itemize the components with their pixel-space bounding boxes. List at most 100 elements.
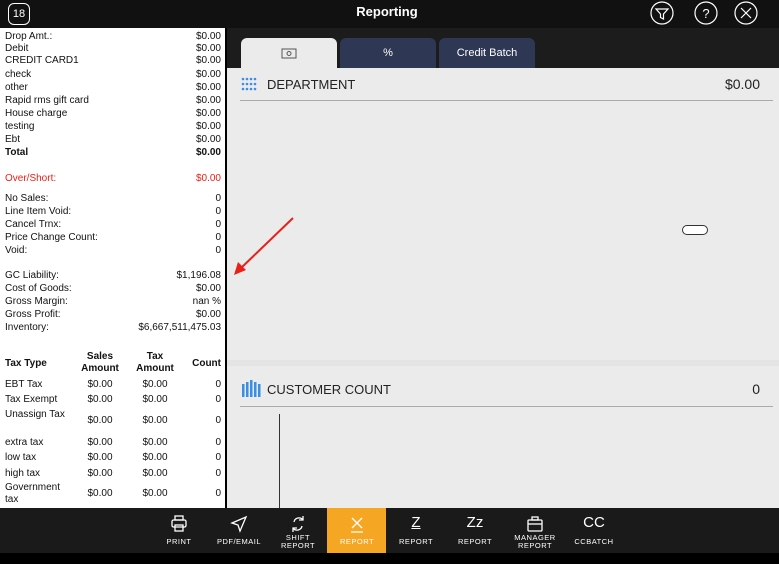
toolbar-button[interactable]: REPORT [457,537,493,546]
row-value: 0 [215,193,221,204]
table-cell: 0 [215,415,221,426]
table-cell: $0.00 [142,437,168,448]
toolbar-glyph: CC [583,514,605,531]
row-label: CREDIT CARD1 [5,55,79,66]
row-label: Cancel Trnx: [5,219,62,230]
tab-cash[interactable] [241,38,337,68]
toolbar-button[interactable]: MANAGER REPORT [514,533,556,550]
panel-title: DEPARTMENT [267,77,356,92]
row-value: $1,196.08 [176,270,222,281]
row-value: $0.00 [195,173,221,184]
table-cell: $0.00 [142,468,168,479]
badge[interactable]: 18 [8,3,30,25]
table-cell: $0.00 [87,394,113,405]
row-value: $0.00 [195,95,221,106]
table-cell: $0.00 [142,488,168,499]
svg-text:?: ? [702,6,709,21]
row-label: Total [5,147,29,158]
row-value: $0.00 [195,283,221,294]
close-button[interactable] [734,1,758,25]
table-cell: $0.00 [87,468,113,479]
table-cell: extra tax [5,437,44,448]
row-value: $0.00 [195,55,221,66]
divider [240,100,773,101]
row-value: $0.00 [195,31,221,42]
row-value: $0.00 [195,309,221,320]
help-button[interactable] [694,1,718,25]
row-value: nan % [192,296,221,307]
row-value: 0 [215,245,221,256]
toolbar-icon [230,515,248,533]
table-cell: $0.00 [87,379,113,390]
column-header: Tax Amount [136,351,174,374]
row-label: Rapid rms gift card [5,95,89,106]
table-cell: EBT Tax [5,379,43,390]
row-value: $0.00 [195,69,221,80]
row-value: $6,667,511,475.03 [138,322,221,333]
table-cell: high tax [5,468,41,479]
panel-title: CUSTOMER COUNT [267,382,391,397]
annotation-arrow [234,217,294,275]
table-cell: 0 [215,488,221,499]
toolbar-glyph: Z [411,514,421,531]
toolbar-button[interactable]: PRINT [166,537,192,546]
toolbar-button[interactable]: REPORT [339,537,375,546]
toolbar-button[interactable]: CCBATCH [574,537,614,546]
row-label: Gross Margin: [5,296,68,307]
row-label: GC Liability: [5,270,59,281]
row-label: Over/Short: [5,173,57,184]
table-cell: low tax [5,452,37,463]
row-value: $0.00 [195,134,221,145]
panel-value: 0 [752,381,760,397]
row-value: 0 [215,206,221,217]
title: Reporting [356,4,418,19]
toolbar-icon [351,517,363,533]
row-label: Cost of Goods: [5,283,72,294]
toolbar-button[interactable]: REPORT [398,537,434,546]
filter-button[interactable] [650,1,674,25]
row-value: $0.00 [195,121,221,132]
row-label: Line Item Void: [5,206,72,217]
table-cell: $0.00 [142,379,168,390]
row-value: $0.00 [195,43,221,54]
toolbar-button[interactable]: PDF/EMAIL [216,537,262,546]
table-cell: $0.00 [142,452,168,463]
toolbar-button[interactable]: SHIFT REPORT [280,533,316,550]
table-cell: $0.00 [87,437,113,448]
row-label: check [5,69,32,80]
column-header: Sales Amount [81,351,119,374]
active-button [327,508,386,553]
table-cell: 0 [215,379,221,390]
table-cell: 0 [215,468,221,479]
toolbar-icon [292,516,304,532]
table-cell: Tax Exempt [5,394,58,405]
row-value: $0.00 [195,147,221,158]
row-label: Void: [5,245,28,256]
tab[interactable]: % [340,38,436,68]
row-value: $0.00 [195,108,221,119]
toolbar-icon [171,515,187,532]
table-cell: $0.00 [87,488,113,499]
divider [240,406,773,407]
table-cell: $0.00 [142,394,168,405]
row-label: Drop Amt.: [5,31,53,42]
tab[interactable]: Credit Batch [439,38,535,68]
header-icons: ? [650,1,758,25]
bottom-strip [0,553,779,564]
column-header: Count [192,358,221,369]
toolbar-icon [527,516,543,532]
row-value: 0 [215,219,221,230]
row-label: Gross Profit: [5,309,61,320]
table-cell: $0.00 [87,452,113,463]
row-label: Ebt [5,134,21,145]
table-cell: $0.00 [87,415,113,426]
report-panel [227,28,779,508]
customer-icon [242,380,261,397]
row-label: other [5,82,28,93]
axis-line [279,414,280,508]
summary-panel [0,28,225,508]
handle[interactable] [682,225,708,235]
separator [227,360,779,366]
row-value: 0 [215,232,221,243]
